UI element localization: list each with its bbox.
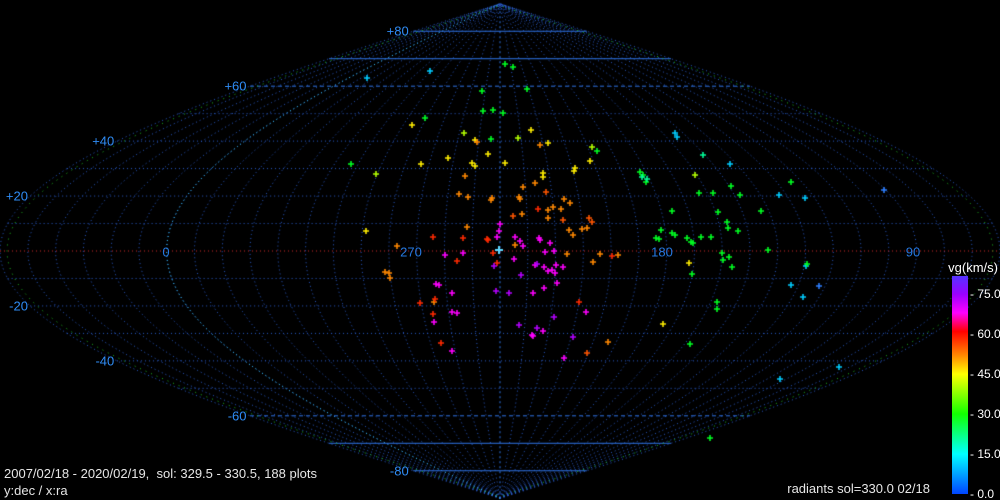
colorbar-title: vg(km/s) bbox=[948, 260, 998, 275]
colorbar-gradient bbox=[952, 276, 968, 494]
footer-date-range: 2007/02/18 - 2020/02/19, sol: 329.5 - 33… bbox=[4, 466, 317, 481]
colorbar-tick: - 30.0 bbox=[970, 407, 1000, 422]
colorbar-tick: - 0.0 bbox=[970, 487, 995, 500]
colorbar-tick: - 60.0 bbox=[970, 327, 1000, 342]
footer-radiants-note: radiants sol=330.0 02/18 bbox=[787, 481, 930, 496]
colorbar-tick: - 75.0 bbox=[970, 287, 1000, 302]
colorbar-tick: - 15.0 bbox=[970, 447, 1000, 462]
colorbar-tick: - 45.0 bbox=[970, 367, 1000, 382]
footer-axes-note: y:dec / x:ra bbox=[4, 483, 68, 498]
